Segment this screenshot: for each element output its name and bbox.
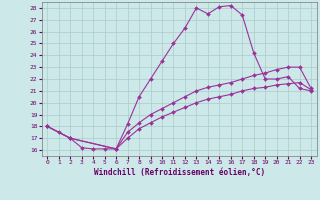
X-axis label: Windchill (Refroidissement éolien,°C): Windchill (Refroidissement éolien,°C) bbox=[94, 168, 265, 177]
